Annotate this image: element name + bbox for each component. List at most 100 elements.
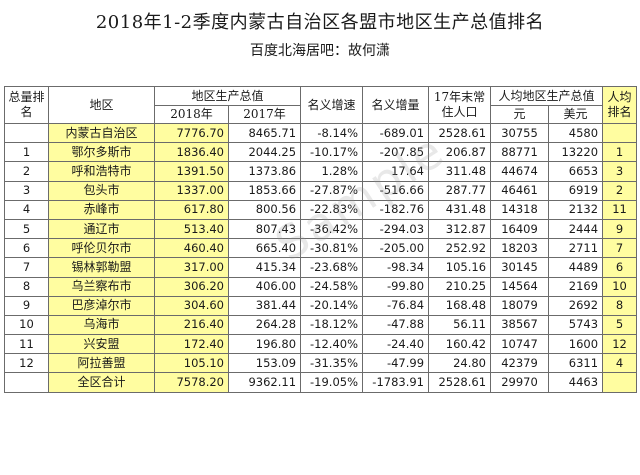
per-capita-yuan-cell: 30755 (490, 122, 550, 144)
increase-cell: 17.64 (362, 161, 430, 182)
table-row: 7 锡林郭勒盟 317.00 415.34 -23.68% -98.34 105.16 301… (4, 257, 638, 278)
per-capita-usd-cell: 4580 (548, 122, 604, 144)
growth-rate-cell: -10.17% (300, 142, 364, 163)
per-capita-usd-cell: 2692 (548, 295, 604, 316)
gdp-2018-cell: 306.20 (154, 276, 229, 297)
population-cell: 287.77 (428, 180, 492, 201)
gdp-2017-cell: 807.43 (227, 218, 302, 240)
table-row: 2 呼和浩特市 1391.50 1373.86 1.28% 17.64 311.48 4467… (4, 161, 638, 182)
increase-cell: -205.00 (362, 238, 430, 259)
header-nominal-increase: 名义增量 (362, 86, 430, 124)
gdp-2017-cell: 264.28 (227, 314, 302, 336)
total-rank-cell (4, 122, 49, 144)
growth-rate-cell: -31.35% (300, 353, 364, 374)
population-cell: 431.48 (428, 199, 492, 220)
population-cell: 56.11 (428, 314, 492, 336)
region-cell: 全区合计 (48, 372, 155, 393)
per-capita-usd-cell: 2169 (548, 276, 604, 297)
total-rank-cell (4, 372, 49, 393)
gdp-2017-cell: 665.40 (227, 238, 302, 259)
total-rank-cell: 11 (4, 334, 49, 355)
table-row: 9 巴彦淖尔市 304.60 381.44 -20.14% -76.84 168.48 180… (4, 295, 638, 316)
population-cell: 210.25 (428, 276, 492, 297)
increase-cell: -99.80 (362, 276, 430, 297)
table-row: 11 兴安盟 172.40 196.80 -12.40% -24.40 160.42 1074… (4, 334, 638, 355)
region-cell: 乌海市 (48, 314, 155, 336)
total-rank-cell: 5 (4, 218, 49, 240)
population-cell: 160.42 (428, 334, 492, 355)
increase-cell: -689.01 (362, 122, 430, 144)
header-gdp: 地区生产总值 (153, 86, 302, 106)
increase-cell: -294.03 (362, 218, 430, 240)
gdp-2018-cell: 304.60 (154, 295, 229, 316)
table-row: 3 包头市 1337.00 1853.66 -27.87% -516.66 287.77 46… (4, 180, 638, 201)
total-rank-cell: 3 (4, 180, 49, 201)
total-rank-cell: 4 (4, 199, 49, 220)
gdp-2018-cell: 513.40 (154, 218, 229, 240)
gdp-2017-cell: 1373.86 (227, 161, 302, 182)
region-cell: 内蒙古自治区 (48, 122, 155, 144)
gdp-2018-cell: 216.40 (154, 314, 229, 336)
per-capita-rank-cell: 8 (602, 295, 638, 316)
per-capita-rank-cell: 4 (602, 353, 638, 374)
region-cell: 包头市 (48, 180, 155, 201)
gdp-2017-cell: 415.34 (227, 257, 302, 278)
per-capita-usd-cell: 2132 (548, 199, 604, 220)
gdp-2017-cell: 9362.11 (227, 372, 302, 393)
header-gdp-2018: 2018年 (154, 105, 229, 124)
gdp-2017-cell: 2044.25 (227, 142, 302, 163)
table-row: 1 鄂尔多斯市 1836.40 2044.25 -10.17% -207.85 206.87… (4, 142, 638, 163)
increase-cell: -47.88 (362, 314, 430, 336)
increase-cell: -207.85 (362, 142, 430, 163)
per-capita-rank-cell (602, 122, 638, 144)
per-capita-rank-cell: 3 (602, 161, 638, 182)
population-cell: 312.87 (428, 218, 492, 240)
total-rank-cell: 2 (4, 161, 49, 182)
gdp-2017-cell: 800.56 (227, 199, 302, 220)
growth-rate-cell: -20.14% (300, 295, 364, 316)
per-capita-yuan-cell: 29970 (490, 372, 550, 393)
region-cell: 呼和浩特市 (48, 161, 155, 182)
table-row: 内蒙古自治区 7776.70 8465.71 -8.14% -689.01 2528.61… (4, 122, 638, 144)
table-row: 5 通辽市 513.40 807.43 -36.42% -294.03 312.87 1640… (4, 218, 638, 240)
per-capita-yuan-cell: 18079 (490, 295, 550, 316)
gdp-2018-cell: 105.10 (154, 353, 229, 374)
table-row: 12 阿拉善盟 105.10 153.09 -31.35% -47.99 24.80 4237… (4, 353, 638, 374)
gdp-2018-cell: 172.40 (154, 334, 229, 355)
per-capita-rank-cell: 10 (602, 276, 638, 297)
increase-cell: -76.84 (362, 295, 430, 316)
increase-cell: -24.40 (362, 334, 430, 355)
table-row: 4 赤峰市 617.80 800.56 -22.83% -182.76 431.48 1431… (4, 199, 638, 220)
per-capita-yuan-cell: 42379 (490, 353, 550, 374)
growth-rate-cell: -22.83% (300, 199, 364, 220)
per-capita-yuan-cell: 16409 (490, 218, 550, 240)
growth-rate-cell: 1.28% (300, 161, 364, 182)
header-population: 17年末常住人口 (428, 86, 492, 124)
header-per-capita-gdp: 人均地区生产总值 (490, 86, 604, 106)
population-cell: 24.80 (428, 353, 492, 374)
per-capita-rank-cell: 6 (602, 257, 638, 278)
total-rank-cell: 6 (4, 238, 49, 259)
region-cell: 锡林郭勒盟 (48, 257, 155, 278)
per-capita-yuan-cell: 44674 (490, 161, 550, 182)
table-row: 全区合计 7578.20 9362.11 -19.05% -1783.91 2528.61… (4, 372, 638, 393)
growth-rate-cell: -8.14% (300, 122, 364, 144)
per-capita-yuan-cell: 88771 (490, 142, 550, 163)
increase-cell: -516.66 (362, 180, 430, 201)
region-cell: 乌兰察布市 (48, 276, 155, 297)
per-capita-rank-cell: 11 (602, 199, 638, 220)
gdp-2018-cell: 1391.50 (154, 161, 229, 182)
per-capita-rank-cell: 12 (602, 334, 638, 355)
header-per-capita-yuan: 元 (490, 105, 550, 124)
total-rank-cell: 9 (4, 295, 49, 316)
increase-cell: -182.76 (362, 199, 430, 220)
gdp-2018-cell: 1836.40 (154, 142, 229, 163)
per-capita-usd-cell: 5743 (548, 314, 604, 336)
per-capita-rank-cell (602, 372, 638, 393)
growth-rate-cell: -12.40% (300, 334, 364, 355)
gdp-2018-cell: 1337.00 (154, 180, 229, 201)
total-rank-cell: 10 (4, 314, 49, 336)
growth-rate-cell: -27.87% (300, 180, 364, 201)
population-cell: 105.16 (428, 257, 492, 278)
per-capita-rank-cell: 2 (602, 180, 638, 201)
